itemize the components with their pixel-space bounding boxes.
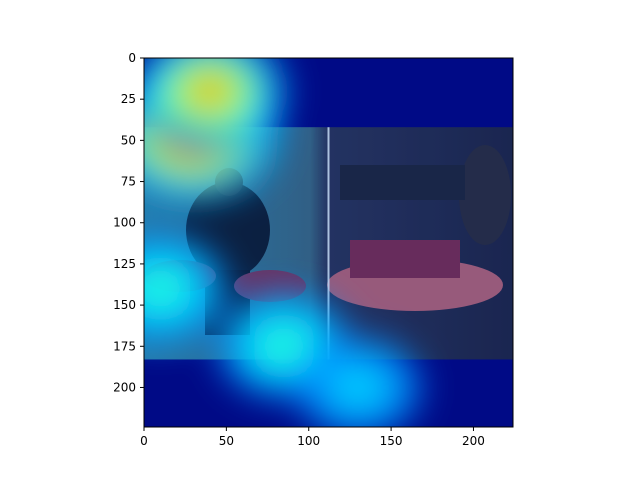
y-tick-label: 0 bbox=[128, 51, 136, 65]
y-tick-label: 125 bbox=[113, 257, 136, 271]
heat-blob bbox=[271, 336, 297, 357]
trees bbox=[340, 165, 465, 200]
x-tick-label: 0 bbox=[140, 434, 148, 448]
y-tick-label: 175 bbox=[113, 339, 136, 353]
boat-cargo bbox=[350, 240, 460, 278]
y-tick-label: 75 bbox=[121, 175, 136, 189]
y-tick-label: 150 bbox=[113, 298, 136, 312]
y-tick-label: 50 bbox=[121, 133, 136, 147]
y-tick-label: 200 bbox=[113, 380, 136, 394]
x-tick-label: 50 bbox=[219, 434, 234, 448]
heat-blob bbox=[345, 377, 371, 398]
y-axis: 0 25 50 75 100 125 150 175 200 bbox=[113, 51, 144, 394]
x-tick-label: 100 bbox=[297, 434, 320, 448]
soldier bbox=[459, 145, 511, 245]
y-tick-label: 100 bbox=[113, 216, 136, 230]
heat-blob bbox=[195, 79, 225, 103]
x-tick-label: 200 bbox=[462, 434, 485, 448]
plot-area bbox=[144, 58, 513, 427]
x-tick-label: 150 bbox=[380, 434, 403, 448]
x-axis: 0 50 100 150 200 bbox=[140, 427, 485, 448]
heat-overlay bbox=[144, 58, 426, 427]
y-tick-label: 25 bbox=[121, 92, 136, 106]
plot-frame bbox=[143, 57, 514, 428]
heat-blob bbox=[147, 278, 174, 299]
